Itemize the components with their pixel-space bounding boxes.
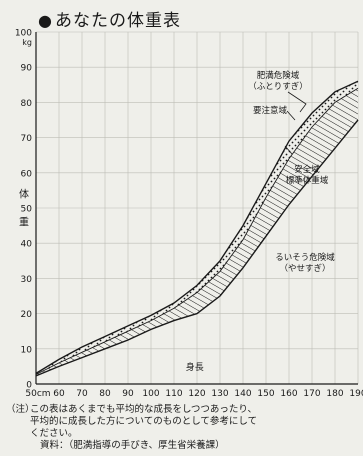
y-tick-label-20: 20 — [21, 310, 33, 320]
title-text: あなたの体重表 — [54, 11, 181, 31]
y-tick-label-0: 0 — [26, 381, 32, 391]
underweight-zone-sublabel: （やせすぎ） — [279, 263, 330, 274]
series-line-1 — [35, 87, 359, 375]
y-tick-label-100: 100 — [15, 29, 32, 39]
source-text: 資料：（肥満指導の手びき、厚生省栄養課） — [40, 440, 225, 451]
chart-grid — [35, 31, 359, 385]
obese-zone-sublabel: （ふとりすぎ） — [248, 81, 308, 92]
series-line-2 — [35, 119, 359, 377]
standard-zone-label: 安全域 — [294, 164, 320, 175]
y-tick-label-50: 50 — [21, 205, 33, 215]
y-axis-label-char-2: 重 — [19, 216, 29, 229]
y-tick-label-90: 90 — [21, 64, 33, 74]
y-tick-label-10: 10 — [21, 345, 33, 355]
y-tick-label-30: 30 — [21, 275, 33, 285]
standard-zone-band — [36, 88, 358, 376]
x-axis-label: 身長 — [186, 361, 204, 373]
x-tick-label-150: 150 — [257, 389, 274, 399]
y-axis-label-char-1: 体 — [19, 188, 29, 200]
underweight-zone-label: るいそう危険域 — [275, 252, 335, 263]
y-tick-label-40: 40 — [21, 240, 33, 250]
chart-lines — [35, 80, 359, 377]
title-bullet: ● — [38, 11, 53, 30]
obese-zone-label: 肥満危険域 — [257, 70, 300, 81]
x-tick-label-50: 50cm — [25, 389, 50, 399]
x-tick-label-160: 160 — [280, 389, 297, 399]
standard-zone-leader — [284, 145, 293, 155]
x-tick-label-70: 70 — [76, 389, 88, 399]
note-text: この表はあくまでも平均的な成長をしつつあったり、 平均的に成長した方についてのも… — [30, 404, 258, 439]
x-tick-label-60: 60 — [53, 389, 65, 399]
x-tick-label-110: 110 — [165, 389, 182, 399]
x-tick-label-140: 140 — [234, 389, 251, 399]
x-tick-label-80: 80 — [99, 389, 111, 399]
obese-zone-leader — [287, 91, 307, 113]
chart-notes: （注） この表はあくまでも平均的な成長をしつつあったり、 平均的に成長した方につ… — [6, 404, 356, 452]
note-mark: （注） — [6, 404, 35, 415]
caution-zone-band — [36, 81, 358, 375]
chart-title: ● あなたの体重表 — [38, 6, 181, 31]
chart-bands — [36, 81, 358, 376]
caution-zone-label: 要注意域 — [253, 105, 288, 116]
y-unit-label: kg — [22, 38, 32, 47]
x-tick-label-100: 100 — [142, 389, 159, 399]
x-tick-label-130: 130 — [211, 389, 228, 399]
x-tick-label-120: 120 — [188, 389, 205, 399]
y-tick-label-70: 70 — [21, 134, 33, 144]
standard-zone-sublabel: 標準体重域 — [286, 175, 329, 186]
x-tick-label-170: 170 — [303, 389, 320, 399]
x-tick-label-190: 190 — [349, 389, 363, 399]
y-tick-label-60: 60 — [21, 169, 33, 179]
y-tick-label-80: 80 — [21, 99, 33, 109]
series-line-0 — [35, 80, 359, 374]
caution-zone-leader — [286, 110, 296, 121]
x-tick-label-90: 90 — [122, 389, 134, 399]
x-tick-label-180: 180 — [326, 389, 343, 399]
